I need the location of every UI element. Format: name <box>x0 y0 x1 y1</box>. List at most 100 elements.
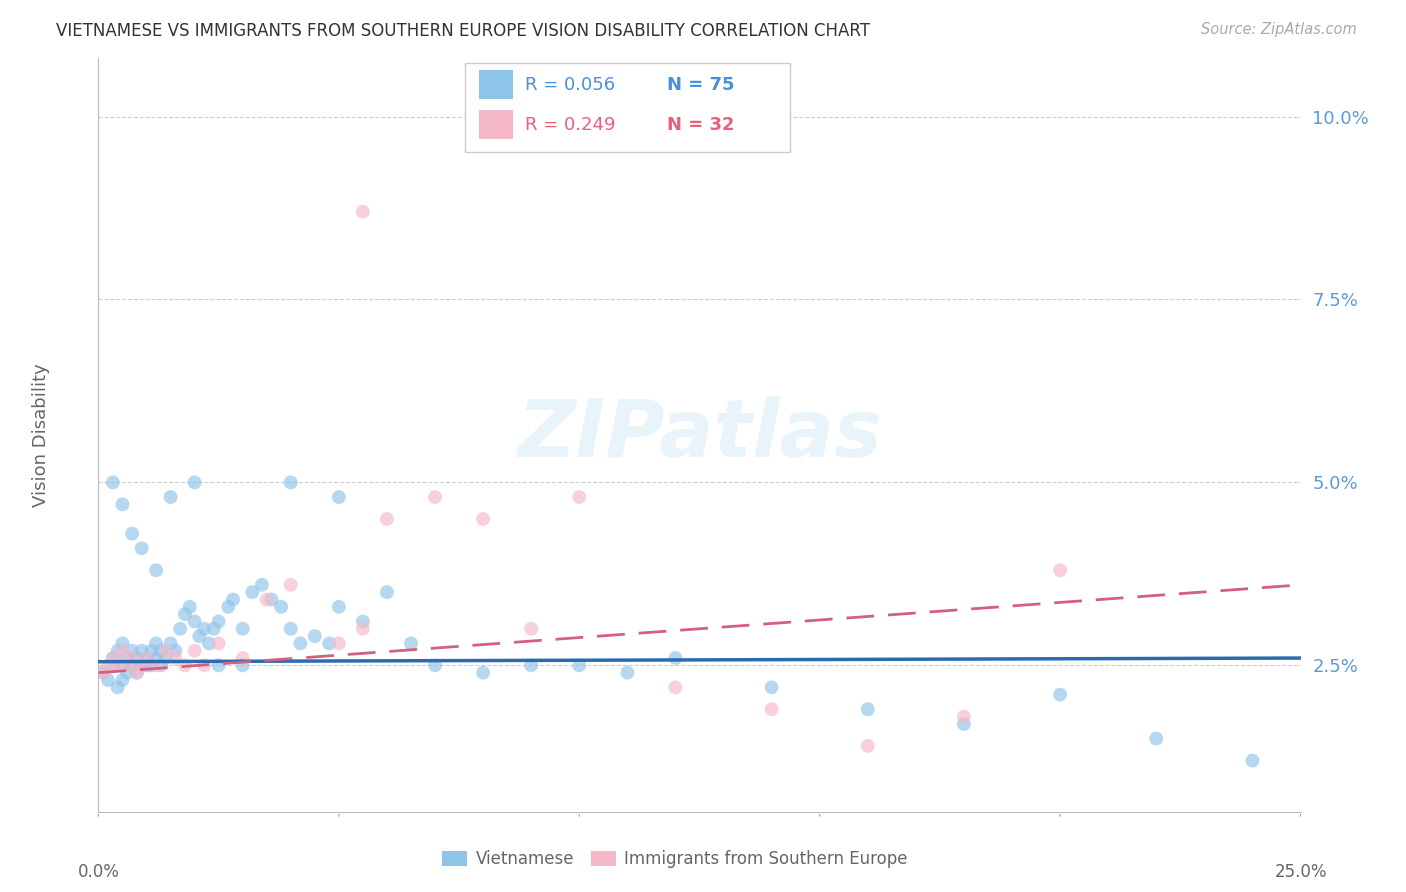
Text: VIETNAMESE VS IMMIGRANTS FROM SOUTHERN EUROPE VISION DISABILITY CORRELATION CHAR: VIETNAMESE VS IMMIGRANTS FROM SOUTHERN E… <box>56 22 870 40</box>
Point <box>1049 688 1071 702</box>
Point <box>232 658 254 673</box>
Point <box>423 658 446 673</box>
Point <box>169 622 191 636</box>
Point <box>399 636 422 650</box>
Point <box>208 658 231 673</box>
Text: N = 32: N = 32 <box>666 116 734 134</box>
Text: Source: ZipAtlas.com: Source: ZipAtlas.com <box>1201 22 1357 37</box>
Point <box>280 622 302 636</box>
Point <box>352 615 374 629</box>
Point <box>304 629 326 643</box>
Point <box>131 658 153 673</box>
FancyBboxPatch shape <box>479 70 513 99</box>
Point <box>174 658 197 673</box>
Point <box>97 673 120 687</box>
Point <box>250 578 273 592</box>
Point <box>149 644 172 658</box>
Text: 25.0%: 25.0% <box>1274 863 1327 881</box>
Text: R = 0.249: R = 0.249 <box>526 116 616 134</box>
Point <box>101 658 124 673</box>
Point <box>121 651 143 665</box>
Point <box>111 636 134 650</box>
Point <box>101 651 124 665</box>
Point <box>131 644 153 658</box>
Point <box>101 475 124 490</box>
Point <box>155 644 177 658</box>
Point <box>953 709 976 723</box>
Point <box>135 658 157 673</box>
Point <box>91 665 114 680</box>
Point <box>198 636 221 650</box>
Point <box>352 204 374 219</box>
Point <box>145 563 167 577</box>
Point <box>1241 754 1264 768</box>
Point <box>260 592 283 607</box>
Point <box>270 599 292 614</box>
Point <box>568 658 591 673</box>
Point <box>328 490 350 504</box>
Point <box>520 658 543 673</box>
FancyBboxPatch shape <box>479 111 513 139</box>
Point <box>375 512 398 526</box>
Point <box>91 665 114 680</box>
Point <box>97 658 120 673</box>
Point <box>125 651 148 665</box>
FancyBboxPatch shape <box>465 63 790 153</box>
Text: N = 75: N = 75 <box>666 76 734 94</box>
Point <box>121 658 143 673</box>
Point <box>111 644 134 658</box>
Point <box>135 651 157 665</box>
Point <box>208 615 231 629</box>
Point <box>165 644 187 658</box>
Point <box>145 636 167 650</box>
Point <box>183 644 205 658</box>
Point <box>1049 563 1071 577</box>
Point <box>188 629 211 643</box>
Point <box>256 592 278 607</box>
Point <box>149 658 172 673</box>
Point <box>179 599 201 614</box>
Point <box>125 665 148 680</box>
Point <box>761 681 783 695</box>
Point <box>183 615 205 629</box>
Point <box>856 739 879 753</box>
Point <box>131 541 153 556</box>
Point <box>117 651 139 665</box>
Point <box>568 490 591 504</box>
Point <box>121 644 143 658</box>
Point <box>280 475 302 490</box>
Text: ZIPatlas: ZIPatlas <box>517 396 882 474</box>
Point <box>125 665 148 680</box>
Point <box>953 717 976 731</box>
Point <box>520 622 543 636</box>
Point <box>117 665 139 680</box>
Point <box>145 658 167 673</box>
Point <box>121 526 143 541</box>
Point <box>107 644 129 658</box>
Point <box>202 622 225 636</box>
Point <box>290 636 312 650</box>
Point <box>141 658 163 673</box>
Point <box>318 636 340 650</box>
Point <box>280 578 302 592</box>
Point <box>131 658 153 673</box>
Point <box>472 665 495 680</box>
Point <box>232 651 254 665</box>
Point <box>217 599 239 614</box>
Point <box>183 475 205 490</box>
Point <box>664 681 686 695</box>
Point <box>107 658 129 673</box>
Point <box>208 636 231 650</box>
Point <box>111 497 134 511</box>
Point <box>761 702 783 716</box>
Text: Vision Disability: Vision Disability <box>32 363 49 507</box>
Point <box>111 658 134 673</box>
Point <box>159 636 181 650</box>
Text: R = 0.056: R = 0.056 <box>526 76 616 94</box>
Point <box>1144 731 1167 746</box>
Legend: Vietnamese, Immigrants from Southern Europe: Vietnamese, Immigrants from Southern Eur… <box>436 844 914 875</box>
Point <box>107 681 129 695</box>
Point <box>117 658 139 673</box>
Point <box>165 651 187 665</box>
Point <box>856 702 879 716</box>
